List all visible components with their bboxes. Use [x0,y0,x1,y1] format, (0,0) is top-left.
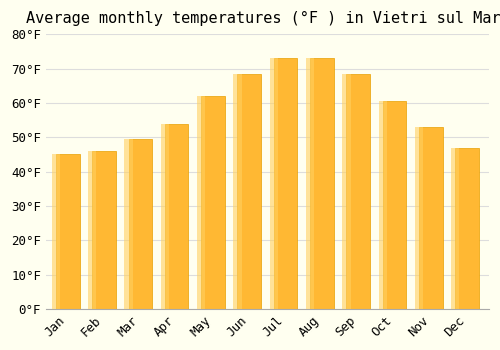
Bar [124,139,132,309]
Bar [52,154,60,309]
Bar [160,124,169,309]
Bar [342,74,350,309]
Bar [165,124,188,309]
Bar [274,58,297,309]
Bar [88,151,96,309]
Bar [456,148,479,309]
Bar [419,127,442,309]
Bar [346,74,370,309]
Bar [201,96,225,309]
Title: Average monthly temperatures (°F ) in Vietri sul Mare: Average monthly temperatures (°F ) in Vi… [26,11,500,26]
Bar [382,101,406,309]
Bar [310,58,334,309]
Bar [270,58,278,309]
Bar [56,154,80,309]
Bar [378,101,387,309]
Bar [238,74,261,309]
Bar [451,148,460,309]
Bar [92,151,116,309]
Bar [197,96,205,309]
Bar [415,127,423,309]
Bar [234,74,241,309]
Bar [306,58,314,309]
Bar [128,139,152,309]
